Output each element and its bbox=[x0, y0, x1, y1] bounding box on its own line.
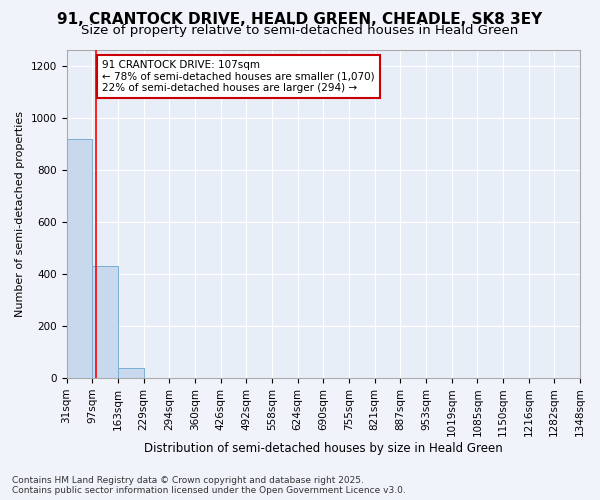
Bar bbox=[92, 266, 118, 378]
Text: 91, CRANTOCK DRIVE, HEALD GREEN, CHEADLE, SK8 3EY: 91, CRANTOCK DRIVE, HEALD GREEN, CHEADLE… bbox=[58, 12, 542, 28]
Bar bbox=[118, 368, 144, 378]
X-axis label: Distribution of semi-detached houses by size in Heald Green: Distribution of semi-detached houses by … bbox=[144, 442, 503, 455]
Text: Contains HM Land Registry data © Crown copyright and database right 2025.
Contai: Contains HM Land Registry data © Crown c… bbox=[12, 476, 406, 495]
Text: Size of property relative to semi-detached houses in Heald Green: Size of property relative to semi-detach… bbox=[82, 24, 518, 37]
Y-axis label: Number of semi-detached properties: Number of semi-detached properties bbox=[15, 111, 25, 317]
Bar bbox=[67, 138, 92, 378]
Text: 91 CRANTOCK DRIVE: 107sqm
← 78% of semi-detached houses are smaller (1,070)
22% : 91 CRANTOCK DRIVE: 107sqm ← 78% of semi-… bbox=[103, 60, 375, 93]
